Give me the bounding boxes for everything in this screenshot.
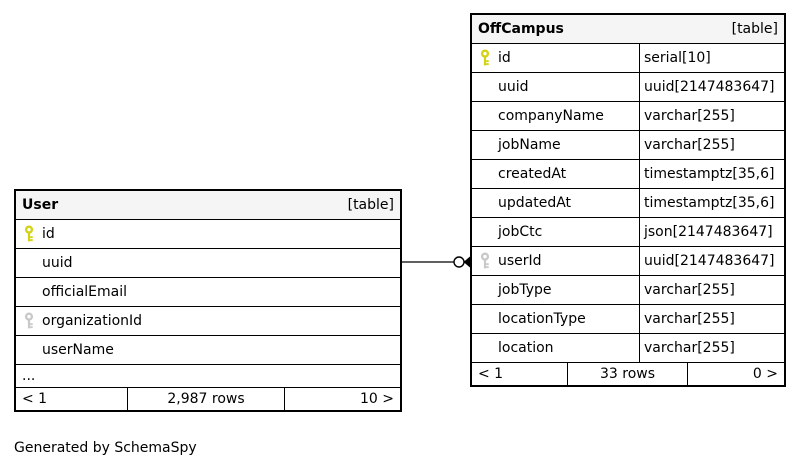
column-name: id (42, 226, 55, 242)
column-name: createdAt (498, 166, 567, 182)
column-name-group: updatedAt (472, 189, 640, 217)
connector-arrowhead (463, 256, 470, 268)
column-name-group: ... (16, 365, 400, 387)
table-footer: < 1 2,987 rows 10 > (16, 387, 400, 410)
column-row: ... (16, 364, 400, 387)
footer-child-count: 10 > (360, 391, 394, 407)
column-name: jobCtc (498, 224, 543, 240)
column-name: id (498, 50, 511, 66)
column-row: organizationId (16, 306, 400, 335)
column-name-group: jobType (472, 276, 640, 304)
table-name: OffCampus (478, 21, 564, 37)
column-name-group: userId (472, 247, 640, 275)
column-row: updatedAt timestamptz[35,6] (472, 188, 784, 217)
column-type: uuid[2147483647] (644, 253, 775, 269)
column-row: location varchar[255] (472, 333, 784, 362)
column-name-group: location (472, 334, 640, 362)
footer-parent-count: < 1 (22, 391, 48, 407)
column-name-group: uuid (472, 73, 640, 101)
column-name: userId (498, 253, 542, 269)
column-row: companyName varchar[255] (472, 101, 784, 130)
table-type-badge: [table] (347, 197, 394, 213)
table-user[interactable]: User [table] id uuid officialEmail organizati… (14, 189, 402, 412)
column-row: uuid (16, 248, 400, 277)
column-name: location (498, 340, 554, 356)
column-name-group: jobName (472, 131, 640, 159)
column-name-group: locationType (472, 305, 640, 333)
column-row: id serial[10] (472, 43, 784, 72)
column-row: userId uuid[2147483647] (472, 246, 784, 275)
column-row: jobName varchar[255] (472, 130, 784, 159)
column-name-group: userName (16, 336, 400, 364)
column-name: companyName (498, 108, 604, 124)
footer-child-count: 0 > (752, 366, 778, 382)
table-offcampus[interactable]: OffCampus [table] id serial[10] uuid uuid[214… (470, 13, 786, 387)
table-name: User (22, 197, 59, 213)
column-name: officialEmail (42, 284, 127, 300)
column-name: userName (42, 342, 114, 358)
column-name: uuid (498, 79, 529, 95)
column-row: userName (16, 335, 400, 364)
table-type-badge: [table] (731, 21, 778, 37)
key-cell (472, 252, 498, 270)
column-row: jobCtc json[2147483647] (472, 217, 784, 246)
column-name: jobType (498, 282, 552, 298)
column-name-group: id (16, 220, 400, 248)
column-type: varchar[255] (644, 311, 735, 327)
column-type: varchar[255] (644, 137, 735, 153)
table-header: OffCampus [table] (472, 15, 784, 43)
column-type: timestamptz[35,6] (644, 166, 775, 182)
column-name-group: companyName (472, 102, 640, 130)
column-type: json[2147483647] (644, 224, 773, 240)
column-row: createdAt timestamptz[35,6] (472, 159, 784, 188)
relationship-connector (402, 256, 470, 268)
column-row: jobType varchar[255] (472, 275, 784, 304)
column-row: locationType varchar[255] (472, 304, 784, 333)
footer-row-count: 33 rows (567, 363, 688, 385)
table-footer: < 1 33 rows 0 > (472, 362, 784, 385)
column-name: jobName (498, 137, 561, 153)
column-name: uuid (42, 255, 73, 271)
column-name: updatedAt (498, 195, 572, 211)
primary-key-icon (24, 225, 34, 242)
column-type: serial[10] (644, 50, 711, 66)
connector-circle (453, 256, 465, 268)
footer-row-count: 2,987 rows (127, 388, 285, 410)
column-type: timestamptz[35,6] (644, 195, 775, 211)
column-name: ... (22, 368, 36, 384)
column-type: varchar[255] (644, 108, 735, 124)
column-row: officialEmail (16, 277, 400, 306)
column-name-group: jobCtc (472, 218, 640, 246)
column-row: uuid uuid[2147483647] (472, 72, 784, 101)
column-name-group: createdAt (472, 160, 640, 188)
schemaspy-credit: Generated by SchemaSpy (14, 440, 197, 456)
column-name-group: organizationId (16, 307, 400, 335)
column-name-group: id (472, 44, 640, 72)
table-header: User [table] (16, 191, 400, 219)
foreign-key-icon (480, 252, 490, 269)
column-name-group: uuid (16, 249, 400, 277)
primary-key-icon (480, 49, 490, 66)
column-name: locationType (498, 311, 586, 327)
column-type: varchar[255] (644, 340, 735, 356)
foreign-key-icon (24, 312, 34, 329)
column-type: uuid[2147483647] (644, 79, 775, 95)
column-type: varchar[255] (644, 282, 735, 298)
key-cell (16, 312, 42, 330)
column-row: id (16, 219, 400, 248)
column-name-group: officialEmail (16, 278, 400, 306)
key-cell (472, 49, 498, 67)
key-cell (16, 225, 42, 243)
column-name: organizationId (42, 313, 143, 329)
footer-parent-count: < 1 (478, 366, 504, 382)
